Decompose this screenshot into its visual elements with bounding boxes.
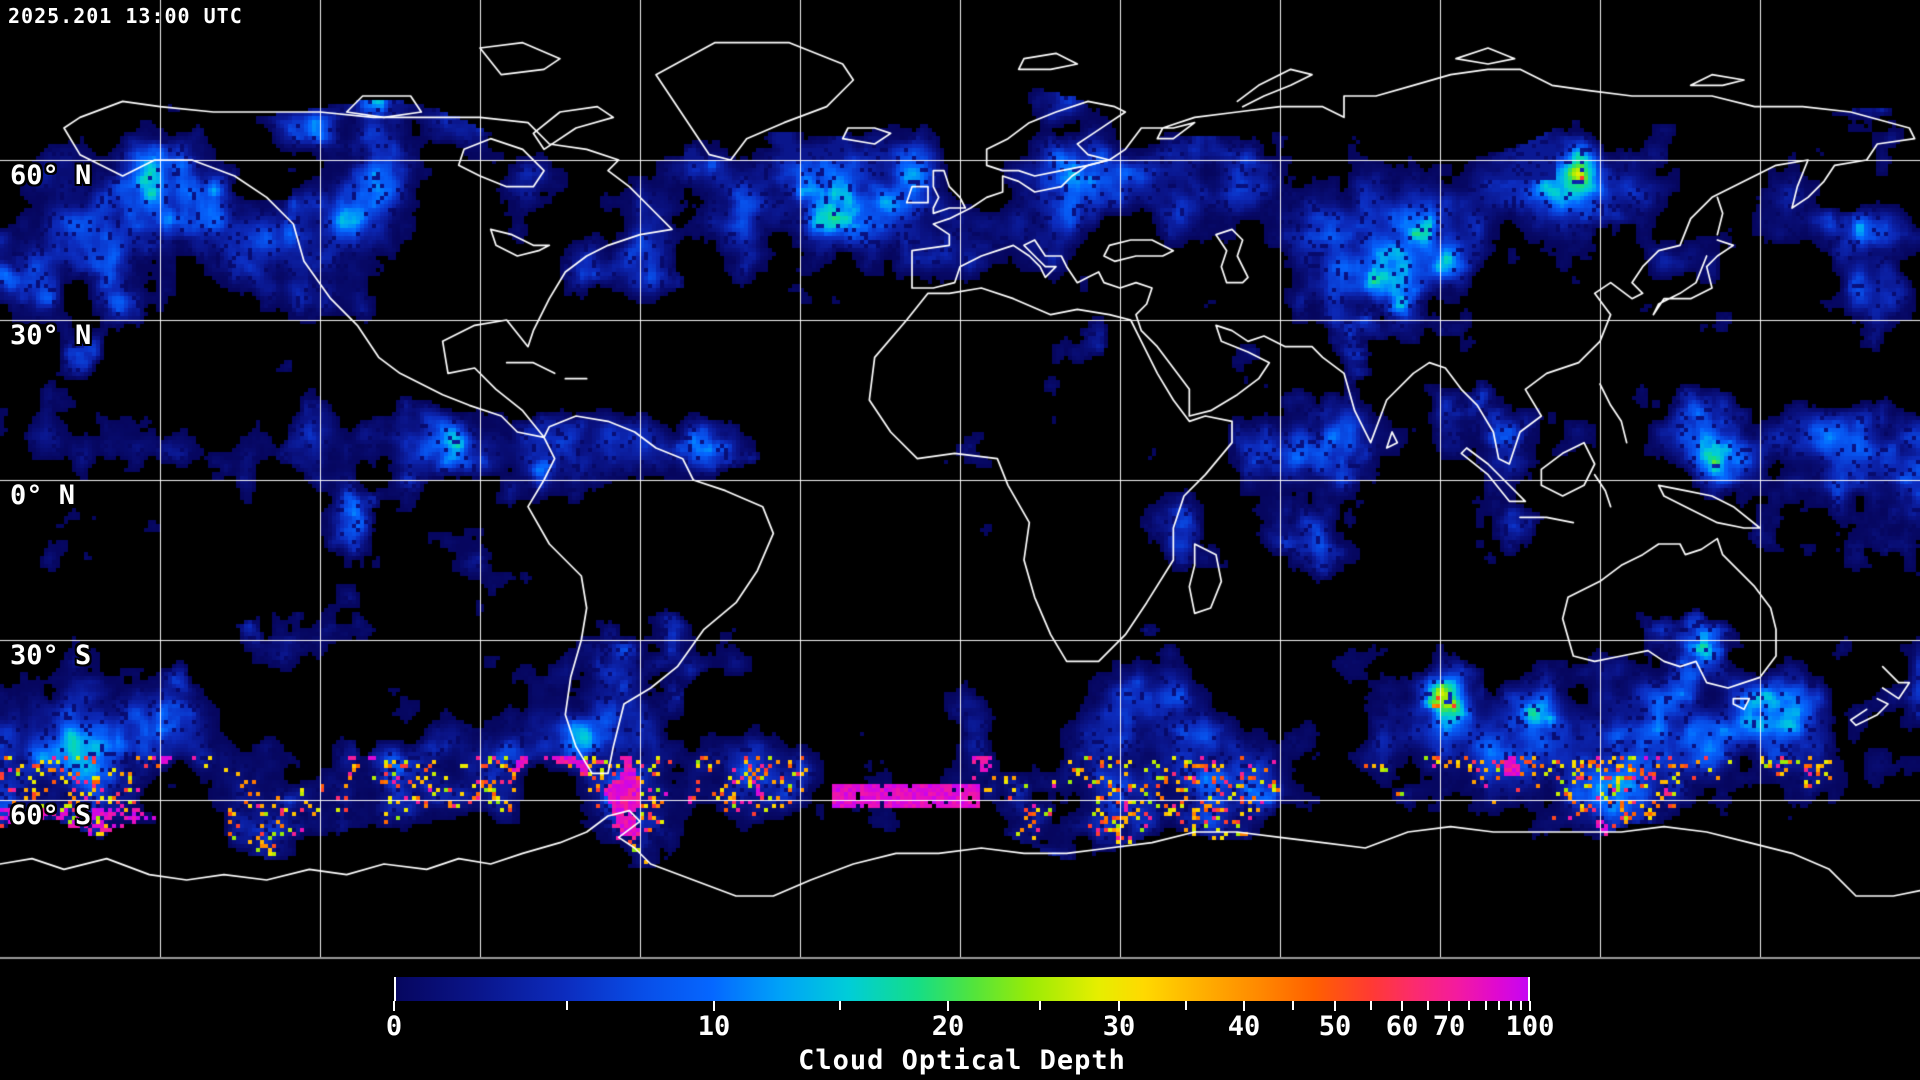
colorbar-minor-tick-55: [1370, 1001, 1372, 1010]
colorbar-tick-50: [1334, 1001, 1336, 1011]
colorbar-tick-label-100: 100: [1505, 1011, 1555, 1042]
colorbar-gradient: [394, 977, 1530, 1001]
colorbar-tick-label-40: 40: [1227, 1011, 1261, 1042]
colorbar-right-cap: [1528, 977, 1530, 1001]
cloud-map-canvas: [0, 0, 1920, 960]
colorbar-minor-tick-95: [1520, 1001, 1522, 1010]
colorbar-tick-30: [1118, 1001, 1120, 1011]
colorbar-minor-tick-5: [566, 1001, 568, 1010]
colorbar-minor-tick-85: [1498, 1001, 1500, 1010]
colorbar-tick-20: [947, 1001, 949, 1011]
colorbar-tick-label-30: 30: [1102, 1011, 1136, 1042]
colorbar-tick-label-0: 0: [385, 1011, 403, 1042]
colorbar-minor-tick-25: [1039, 1001, 1041, 1010]
latitude-label-30n: 30° N: [10, 320, 92, 351]
latitude-label-30s: 30° S: [10, 640, 92, 671]
colorbar-minor-tick-35: [1185, 1001, 1187, 1010]
colorbar-tick-label-60: 60: [1385, 1011, 1419, 1042]
timestamp-label: 2025.201 13:00 UTC: [8, 4, 243, 28]
colorbar-tick-label-70: 70: [1432, 1011, 1466, 1042]
latitude-label-60s: 60° S: [10, 800, 92, 831]
colorbar-tick-60: [1401, 1001, 1403, 1011]
colorbar: Cloud Optical Depth 0 10 20 30 40 50 60 70 100: [386, 977, 1554, 1074]
colorbar-tick-label-20: 20: [931, 1011, 965, 1042]
colorbar-minor-tick-15: [839, 1001, 841, 1010]
colorbar-minor-tick-80: [1485, 1001, 1487, 1010]
colorbar-left-cap: [394, 977, 396, 1001]
colorbar-tick-label-50: 50: [1318, 1011, 1352, 1042]
colorbar-minor-tick-45: [1292, 1001, 1294, 1010]
colorbar-tick-10: [713, 1001, 715, 1011]
colorbar-tick-70: [1448, 1001, 1450, 1011]
latitude-label-60n: 60° N: [10, 160, 92, 191]
colorbar-tick-40: [1243, 1001, 1245, 1011]
colorbar-minor-tick-65: [1427, 1001, 1429, 1010]
colorbar-tick-label-10: 10: [697, 1011, 731, 1042]
colorbar-title: Cloud Optical Depth: [798, 1045, 1126, 1076]
colorbar-tick-0: [393, 1001, 395, 1011]
latitude-label-0n: 0° N: [10, 480, 76, 511]
colorbar-tick-100: [1529, 1001, 1531, 1011]
colorbar-minor-tick-90: [1510, 1001, 1512, 1010]
colorbar-minor-tick-75: [1468, 1001, 1470, 1010]
